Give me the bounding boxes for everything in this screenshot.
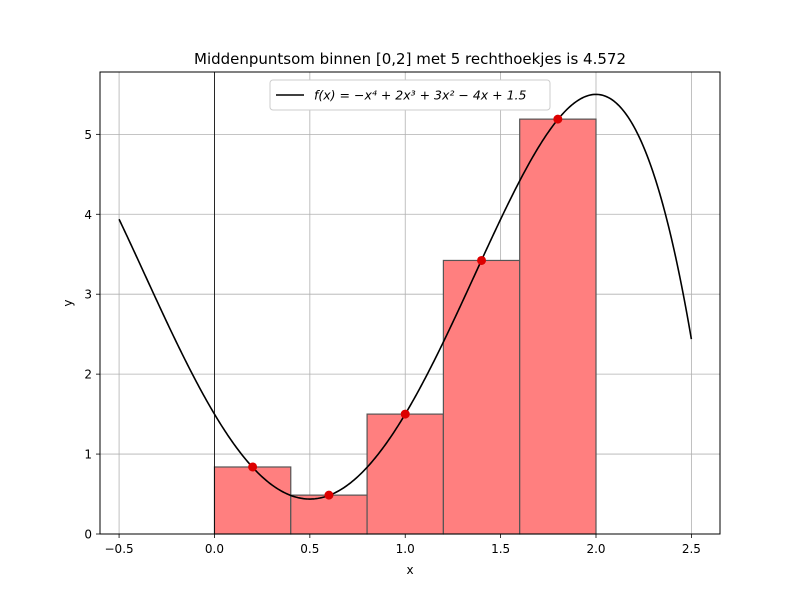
y-tick-label: 5 [84, 128, 92, 142]
midpoint-marker [477, 255, 487, 265]
midpoint-rectangle [213, 466, 292, 535]
x-tick-label: 1.0 [396, 542, 415, 556]
rectangles [213, 118, 597, 535]
legend-label: f(x) = −x⁴ + 2x³ + 3x² − 4x + 1.5 [314, 88, 527, 103]
midpoint-marker [248, 462, 258, 472]
midpoint-rectangle [290, 494, 368, 535]
midpoint-rectangle [519, 118, 597, 535]
x-tick-label: 2.0 [586, 542, 605, 556]
midpoint-marker [553, 114, 563, 124]
x-axis-label: x [406, 563, 413, 577]
legend: f(x) = −x⁴ + 2x³ + 3x² − 4x + 1.5 [269, 79, 551, 111]
x-tick-label: 0.5 [300, 542, 319, 556]
y-ticks: 0 1 2 3 4 5 [84, 128, 100, 542]
x-tick-label: 2.5 [682, 542, 701, 556]
y-tick-label: 2 [84, 368, 92, 382]
y-tick-label: 0 [84, 528, 92, 542]
y-tick-label: 3 [84, 288, 92, 302]
midpoint-marker [400, 409, 410, 419]
plot-frame [99, 71, 721, 535]
x-tick-label: 1.5 [491, 542, 510, 556]
y-tick-label: 4 [84, 208, 92, 222]
midpoint-rectangle [442, 259, 521, 535]
y-tick-label: 1 [84, 448, 92, 462]
x-ticks: −0.5 0.0 0.5 1.0 1.5 2.0 2.5 [105, 534, 701, 556]
chart-title: Middenpuntsom binnen [0,2] met 5 rechtho… [194, 50, 626, 68]
y-axis-label: y [61, 299, 75, 306]
legend-box [269, 79, 551, 111]
midpoint-rectangle [366, 413, 444, 535]
midpoint-markers [248, 114, 563, 500]
x-tick-label: 0.0 [205, 542, 224, 556]
x-tick-label: −0.5 [105, 542, 134, 556]
midpoint-marker [324, 490, 334, 500]
